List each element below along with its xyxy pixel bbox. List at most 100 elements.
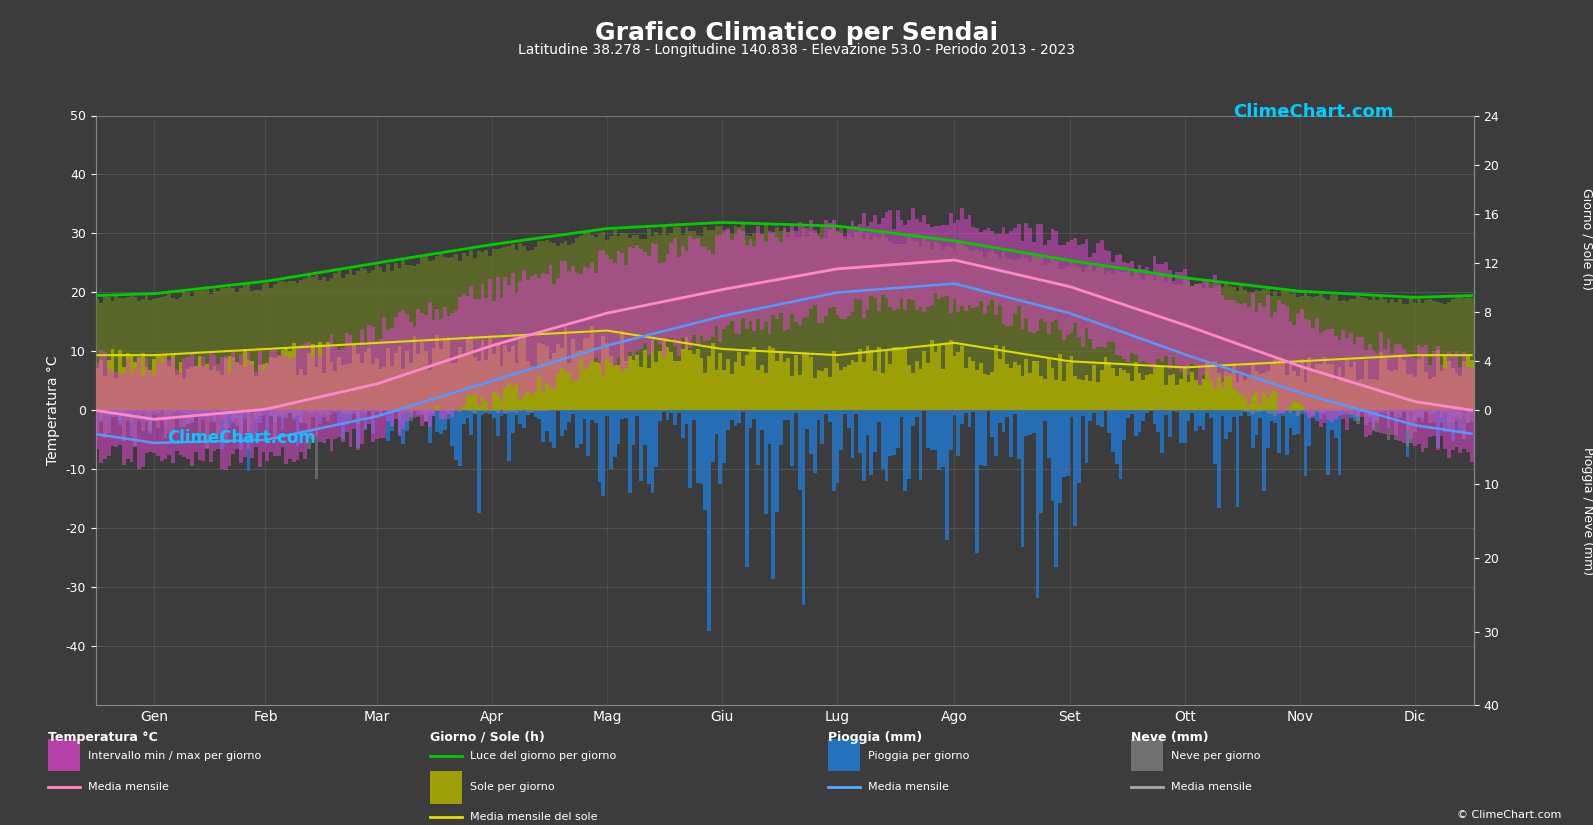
- Bar: [1024, 360, 1027, 411]
- Bar: [776, 228, 779, 411]
- Bar: [1330, 328, 1333, 422]
- Bar: [674, 227, 677, 411]
- Bar: [553, 411, 556, 448]
- Bar: [118, 298, 123, 411]
- Bar: [311, 277, 314, 411]
- Bar: [1051, 229, 1055, 322]
- Bar: [572, 411, 575, 413]
- Bar: [691, 354, 696, 411]
- Bar: [937, 226, 941, 299]
- Bar: [718, 235, 722, 342]
- Bar: [704, 247, 707, 342]
- Bar: [854, 226, 859, 299]
- Bar: [134, 362, 137, 411]
- Bar: [922, 351, 926, 411]
- Bar: [787, 232, 790, 329]
- Bar: [1380, 411, 1383, 412]
- Bar: [832, 351, 835, 411]
- Bar: [239, 411, 242, 450]
- Bar: [1327, 329, 1330, 420]
- Bar: [424, 255, 429, 411]
- Bar: [639, 367, 644, 411]
- Bar: [465, 256, 470, 411]
- Bar: [1262, 308, 1266, 393]
- Bar: [148, 411, 153, 435]
- Bar: [1082, 271, 1085, 411]
- Bar: [669, 243, 674, 338]
- Bar: [319, 280, 322, 411]
- Bar: [1082, 380, 1085, 411]
- Bar: [492, 411, 495, 418]
- Bar: [110, 349, 115, 411]
- Bar: [930, 411, 933, 450]
- Bar: [526, 411, 530, 415]
- Bar: [363, 411, 368, 413]
- Bar: [1383, 299, 1386, 411]
- Bar: [344, 411, 349, 425]
- Bar: [1145, 267, 1149, 363]
- Bar: [126, 359, 129, 459]
- Bar: [1349, 366, 1352, 411]
- Bar: [1451, 411, 1454, 422]
- Bar: [949, 213, 953, 313]
- Bar: [685, 227, 688, 411]
- Bar: [319, 342, 322, 411]
- Bar: [322, 411, 327, 417]
- Bar: [413, 336, 416, 411]
- Bar: [360, 411, 363, 412]
- Bar: [602, 232, 605, 411]
- Bar: [1352, 299, 1357, 411]
- Bar: [865, 226, 870, 310]
- Bar: [933, 242, 937, 411]
- Bar: [983, 230, 986, 314]
- Bar: [409, 411, 413, 417]
- Bar: [1273, 312, 1278, 391]
- Bar: [734, 234, 738, 333]
- Bar: [1394, 411, 1399, 440]
- Bar: [1319, 364, 1322, 411]
- Bar: [975, 228, 980, 307]
- Bar: [220, 375, 225, 411]
- Bar: [956, 351, 961, 411]
- Bar: [393, 262, 398, 411]
- Bar: [1405, 411, 1410, 456]
- Bar: [526, 251, 530, 411]
- Bar: [870, 351, 873, 411]
- Bar: [680, 246, 685, 337]
- Bar: [261, 284, 266, 411]
- Bar: [609, 236, 613, 411]
- Bar: [1013, 261, 1016, 411]
- Bar: [644, 411, 647, 445]
- Bar: [292, 357, 296, 462]
- Bar: [1145, 375, 1149, 411]
- Bar: [699, 411, 704, 484]
- Bar: [594, 273, 597, 358]
- Bar: [374, 411, 379, 412]
- Bar: [96, 299, 99, 411]
- Bar: [145, 411, 148, 421]
- Bar: [1322, 298, 1327, 411]
- Bar: [374, 341, 379, 439]
- Bar: [1286, 375, 1289, 411]
- Bar: [190, 352, 194, 466]
- Bar: [862, 411, 865, 481]
- Bar: [1421, 411, 1424, 417]
- Bar: [443, 257, 446, 411]
- Bar: [768, 346, 771, 411]
- Bar: [167, 365, 170, 411]
- Bar: [314, 411, 319, 478]
- Bar: [911, 208, 914, 300]
- Bar: [1209, 411, 1212, 418]
- Bar: [167, 411, 170, 433]
- Bar: [272, 358, 277, 411]
- Bar: [1311, 370, 1314, 411]
- Bar: [1270, 411, 1273, 413]
- Bar: [776, 361, 779, 411]
- Bar: [307, 342, 311, 439]
- Bar: [972, 251, 975, 411]
- Bar: [647, 368, 650, 411]
- Bar: [1027, 229, 1032, 332]
- Bar: [242, 411, 247, 419]
- Bar: [523, 334, 526, 411]
- Bar: [314, 411, 319, 412]
